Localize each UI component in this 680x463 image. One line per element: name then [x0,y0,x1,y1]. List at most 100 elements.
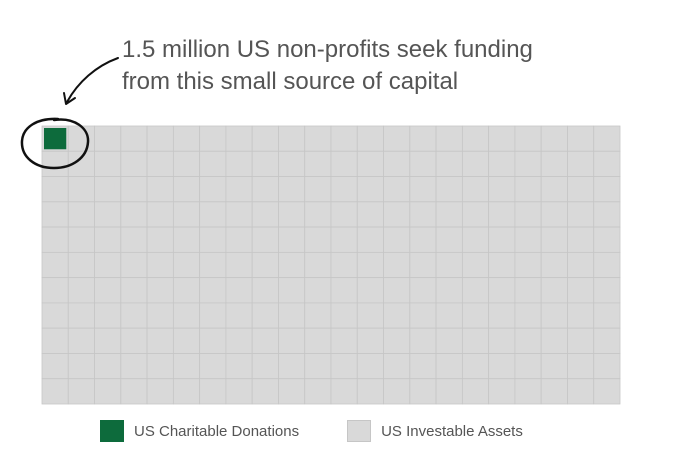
waffle-cell-assets [461,226,490,253]
waffle-cell-assets [488,251,516,279]
waffle-cell-assets [461,378,490,405]
waffle-cell-assets [146,176,174,203]
waffle-cell-assets [41,277,69,304]
waffle-cell-assets [172,226,201,253]
waffle-cell-assets [304,201,332,228]
legend-swatch-donations [100,420,124,442]
callout-arrowhead [63,92,76,105]
waffle-cell-assets [278,201,306,228]
waffle-cell-assets [278,125,306,152]
waffle-cell-assets [409,251,437,279]
waffle-cell-assets [225,353,253,380]
waffle-cell-assets [435,150,463,177]
waffle-cell-assets [461,327,490,354]
waffle-cell-assets [435,327,463,354]
waffle-cell-assets [461,150,490,177]
waffle-cell-assets [41,176,69,203]
waffle-cell-assets [67,378,95,405]
waffle-cell-assets [278,226,306,253]
waffle-cell-assets [41,150,69,177]
waffle-cell-assets [199,176,227,203]
waffle-cell-assets [461,201,490,228]
waffle-cell-assets [278,327,306,354]
waffle-cell-assets [251,150,279,177]
waffle-cell-assets [488,226,516,253]
waffle-cell-assets [120,277,148,304]
waffle-cell-assets [120,302,148,329]
legend-item-donations: US Charitable Donations [100,420,299,442]
waffle-cell-assets [94,327,122,354]
waffle-cell-assets [593,125,621,152]
waffle-cell-assets [146,125,174,152]
waffle-cell-assets [330,302,358,329]
waffle-cell-assets [356,327,384,354]
highlight-group [44,128,67,150]
waffle-cell-assets [435,251,463,279]
legend-item-assets: US Investable Assets [347,420,523,442]
waffle-cell-assets [278,251,306,279]
waffle-cell-assets [146,302,174,329]
waffle-cell-assets [593,150,621,177]
waffle-cell-assets [593,226,621,253]
waffle-cell-assets [514,302,542,329]
waffle-cell-assets [199,302,227,329]
waffle-cell-assets [383,302,411,329]
waffle-cell-assets [409,226,437,253]
waffle-cell-assets [251,125,279,152]
waffle-cell-assets [251,378,279,405]
waffle-cell-assets [94,176,122,203]
waffle-cell-assets [540,378,568,405]
waffle-cell-assets [225,378,253,405]
waffle-cell-assets [120,327,148,354]
waffle-cell-assets [514,125,542,152]
waffle-cell-assets [304,378,332,405]
waffle-cell-assets [461,176,490,203]
waffle-cell-assets [199,353,227,380]
waffle-cell-assets [41,251,69,279]
waffle-cell-assets [461,277,490,304]
annotation-text: 1.5 million US non-profits seek funding … [122,34,642,98]
waffle-cell-assets [225,302,253,329]
waffle-cell-assets [278,176,306,203]
waffle-cell-assets [67,353,95,380]
waffle-cell-assets [461,353,490,380]
waffle-cell-assets [172,327,201,354]
waffle-cell-assets [94,302,122,329]
waffle-cell-assets [540,277,568,304]
legend-label-assets: US Investable Assets [381,422,523,440]
waffle-grid [41,125,621,405]
legend: US Charitable Donations US Investable As… [100,418,571,444]
waffle-cell-assets [67,201,95,228]
waffle-cell-assets [251,176,279,203]
waffle-cell-assets [120,226,148,253]
waffle-cell-assets [593,251,621,279]
waffle-cell-assets [94,226,122,253]
waffle-cell-assets [67,125,95,152]
waffle-cell-assets [225,226,253,253]
waffle-cell-assets [146,378,174,405]
waffle-cell-assets [120,201,148,228]
waffle-cell-assets [488,277,516,304]
waffle-cell-assets [94,125,122,152]
waffle-cell-assets [540,327,568,354]
waffle-cell-assets [356,302,384,329]
waffle-cell-assets [172,378,201,405]
waffle-cell-assets [146,277,174,304]
waffle-cell-assets [172,201,201,228]
waffle-cell-assets [488,176,516,203]
waffle-cell-assets [172,251,201,279]
waffle-cell-assets [67,277,95,304]
waffle-cell-assets [41,226,69,253]
waffle-cell-assets [593,378,621,405]
waffle-cell-assets [67,327,95,354]
waffle-cell-assets [514,277,542,304]
waffle-cell-assets [330,226,358,253]
waffle-cell-assets [488,150,516,177]
waffle-cell-assets [251,277,279,304]
waffle-cell-assets [199,327,227,354]
waffle-cell-assets [199,201,227,228]
waffle-cell-assets [488,302,516,329]
waffle-cell-assets [593,327,621,354]
annotation-line-2: from this small source of capital [122,68,459,95]
waffle-cell-assets [225,176,253,203]
